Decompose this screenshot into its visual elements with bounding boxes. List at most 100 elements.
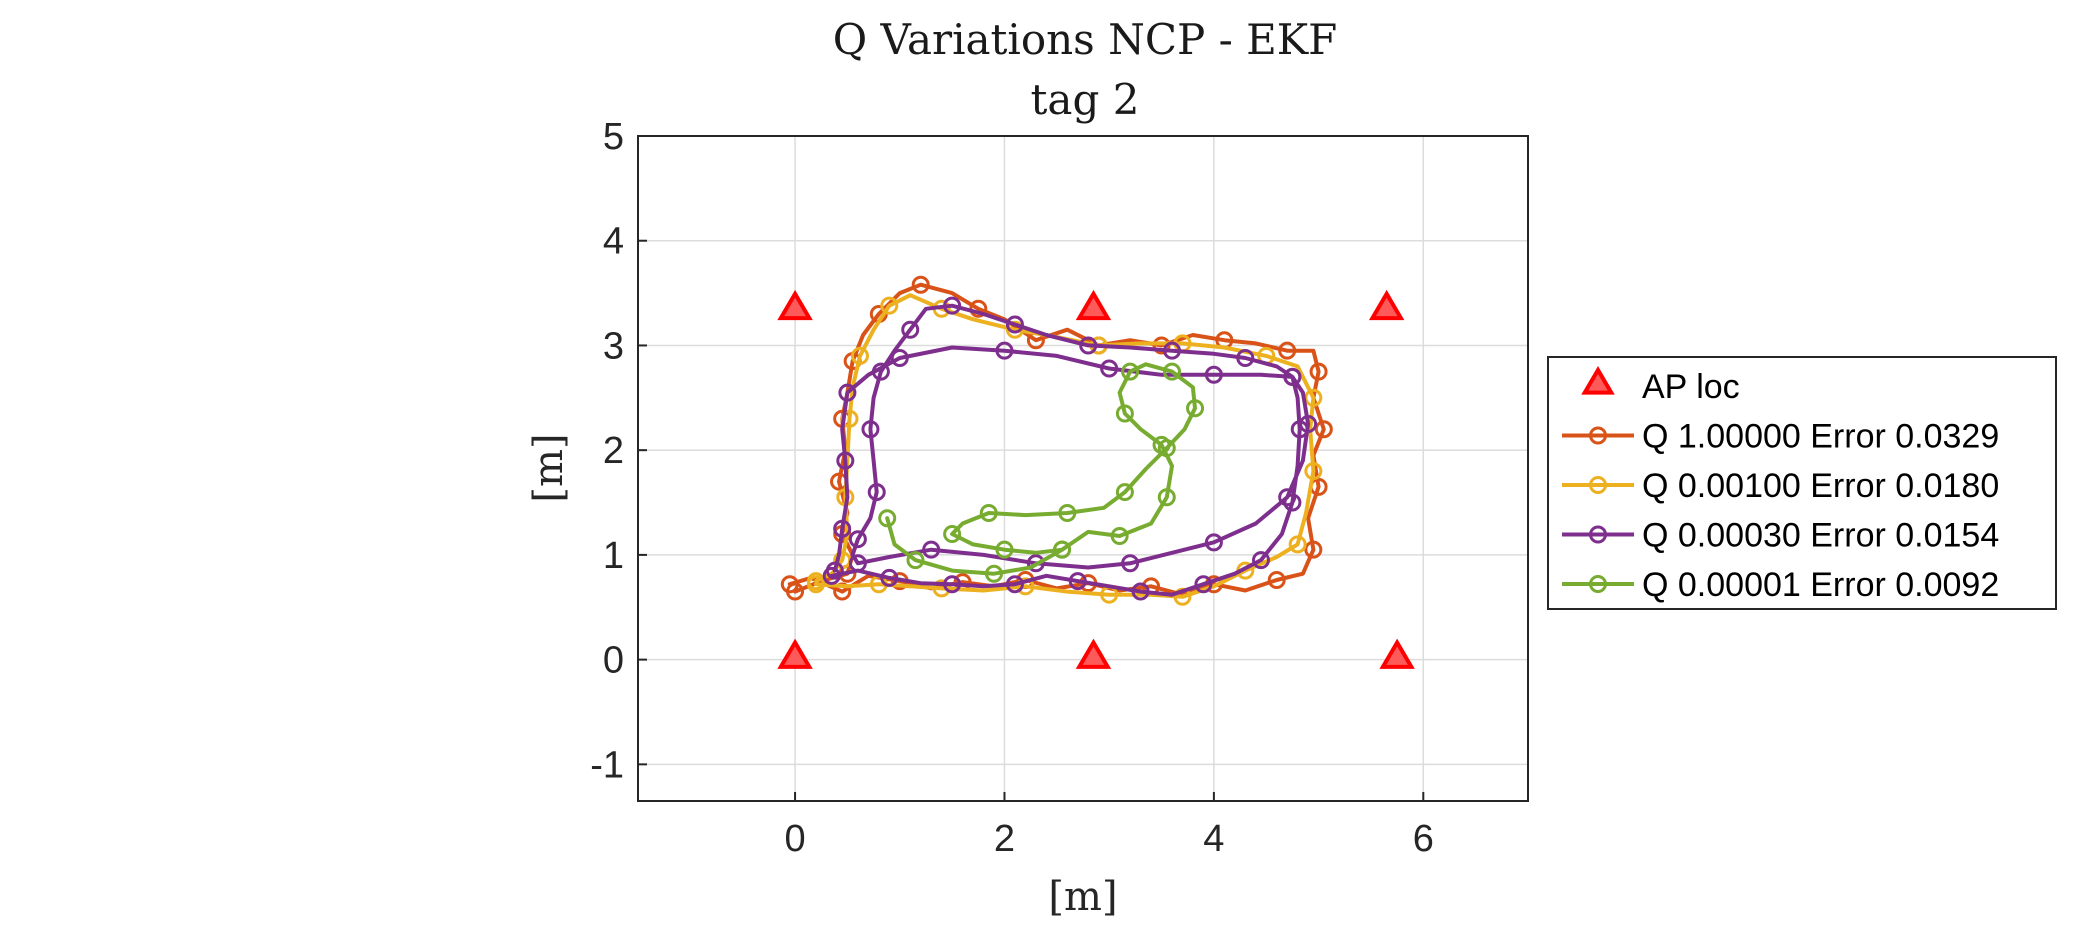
series-point bbox=[1304, 388, 1323, 407]
series-point bbox=[1267, 571, 1286, 590]
series-point bbox=[1005, 315, 1024, 334]
series-point bbox=[922, 540, 941, 559]
series-line bbox=[829, 303, 1311, 597]
series-point bbox=[836, 451, 855, 470]
legend: AP loc Q 1.00000 Error 0.0329 Q 0.00100 Er… bbox=[1547, 356, 2057, 610]
ap-marker bbox=[1075, 638, 1112, 669]
series-line bbox=[885, 362, 1197, 576]
series-point bbox=[1314, 420, 1333, 439]
series-point bbox=[867, 483, 886, 502]
legend-item-4: Q 0.00001 Error 0.0092 bbox=[1562, 566, 1999, 604]
series-point bbox=[911, 275, 930, 294]
x-tick-label: 6 bbox=[1413, 818, 1434, 860]
x-tick-label: 0 bbox=[784, 818, 805, 860]
series-point bbox=[786, 582, 805, 601]
series-3 bbox=[822, 296, 1318, 601]
series-point bbox=[932, 579, 951, 598]
series-point bbox=[1121, 554, 1140, 573]
series-point bbox=[1283, 367, 1302, 386]
chart-subtitle: tag 2 bbox=[1031, 75, 1140, 124]
series-point bbox=[1005, 320, 1024, 339]
plot-frame bbox=[637, 135, 1529, 802]
series-point bbox=[1299, 414, 1318, 433]
y-tick-label: 5 bbox=[603, 116, 624, 158]
legend-ap-symbol bbox=[1581, 366, 1615, 395]
ap-marker bbox=[1368, 289, 1405, 321]
series-point bbox=[890, 349, 909, 368]
series-point bbox=[943, 524, 962, 543]
series-point bbox=[995, 540, 1014, 559]
legend-label: Q 1.00000 Error 0.0329 bbox=[1642, 418, 1999, 456]
series-point bbox=[1058, 504, 1077, 523]
series-point bbox=[1157, 439, 1176, 458]
ap-marker bbox=[1379, 638, 1415, 669]
series-point bbox=[1283, 493, 1302, 512]
series-point bbox=[1252, 551, 1270, 570]
y-tick-label: 3 bbox=[603, 325, 624, 367]
series-point bbox=[880, 568, 899, 587]
series-point bbox=[1194, 575, 1213, 594]
series-point bbox=[1100, 585, 1119, 604]
series-point bbox=[848, 554, 867, 573]
legend-item-2: Q 0.00100 Error 0.0180 bbox=[1562, 467, 1999, 505]
series-point bbox=[1100, 359, 1119, 378]
ap-marker bbox=[777, 289, 813, 321]
y-tick-label: -1 bbox=[590, 744, 624, 786]
series-point bbox=[1278, 341, 1297, 360]
legend-item-1: Q 1.00000 Error 0.0329 bbox=[1562, 418, 1999, 456]
x-tick-label: 2 bbox=[994, 818, 1015, 860]
series-point bbox=[901, 320, 920, 339]
series-point bbox=[838, 383, 857, 402]
series-point bbox=[1110, 527, 1129, 546]
legend-marker bbox=[1589, 575, 1607, 593]
series-point bbox=[943, 296, 962, 315]
series-point bbox=[825, 561, 844, 580]
series-point bbox=[1304, 540, 1323, 559]
series-point bbox=[1079, 336, 1098, 355]
y-tick-label: 4 bbox=[603, 221, 624, 263]
y-axis-label: [m] bbox=[526, 433, 572, 502]
series-point bbox=[848, 530, 867, 549]
series-point bbox=[1053, 540, 1072, 559]
legend-label: Q 0.00100 Error 0.0180 bbox=[1642, 467, 1999, 505]
series-point bbox=[1236, 349, 1255, 368]
x-tick-label: 4 bbox=[1203, 818, 1224, 860]
series-point bbox=[1026, 554, 1045, 573]
series-point bbox=[1163, 341, 1181, 360]
series-point bbox=[906, 551, 925, 570]
plot-area bbox=[638, 136, 1528, 801]
series-point bbox=[807, 572, 825, 591]
series-point bbox=[850, 346, 869, 365]
series-point bbox=[1278, 488, 1297, 507]
series-point bbox=[995, 341, 1014, 360]
series-point bbox=[1163, 362, 1181, 381]
series-point bbox=[1204, 533, 1223, 552]
legend-item-3: Q 0.00030 Error 0.0154 bbox=[1562, 517, 1999, 555]
series-point bbox=[1068, 572, 1087, 591]
legend-items: AP loc Q 1.00000 Error 0.0329 Q 0.00100 Er… bbox=[1562, 366, 1999, 604]
series-4 bbox=[878, 362, 1205, 583]
series-point bbox=[861, 420, 880, 439]
series-point bbox=[1304, 462, 1323, 481]
series-point bbox=[1115, 483, 1134, 502]
legend-marker bbox=[1589, 525, 1607, 544]
ap-marker bbox=[777, 638, 813, 669]
ap-markers bbox=[777, 289, 1415, 669]
legend-marker bbox=[1589, 476, 1607, 494]
series-point bbox=[1016, 577, 1035, 596]
y-tick-label: 1 bbox=[603, 535, 624, 577]
series-point bbox=[880, 296, 899, 315]
series-point bbox=[1131, 582, 1150, 601]
series-point bbox=[1309, 362, 1328, 381]
series-point bbox=[943, 575, 962, 594]
series-point bbox=[985, 564, 1003, 583]
series-point bbox=[1204, 365, 1223, 384]
series-point bbox=[1121, 362, 1140, 381]
chart-title: Q Variations NCP - EKF bbox=[833, 15, 1338, 64]
y-tick-label: 0 bbox=[603, 640, 624, 682]
legend-item-ap: AP loc bbox=[1581, 366, 1740, 406]
ap-marker bbox=[1075, 289, 1112, 321]
series-point bbox=[1186, 399, 1205, 418]
series-group bbox=[780, 275, 1333, 606]
legend-label: Q 0.00001 Error 0.0092 bbox=[1642, 566, 1999, 604]
